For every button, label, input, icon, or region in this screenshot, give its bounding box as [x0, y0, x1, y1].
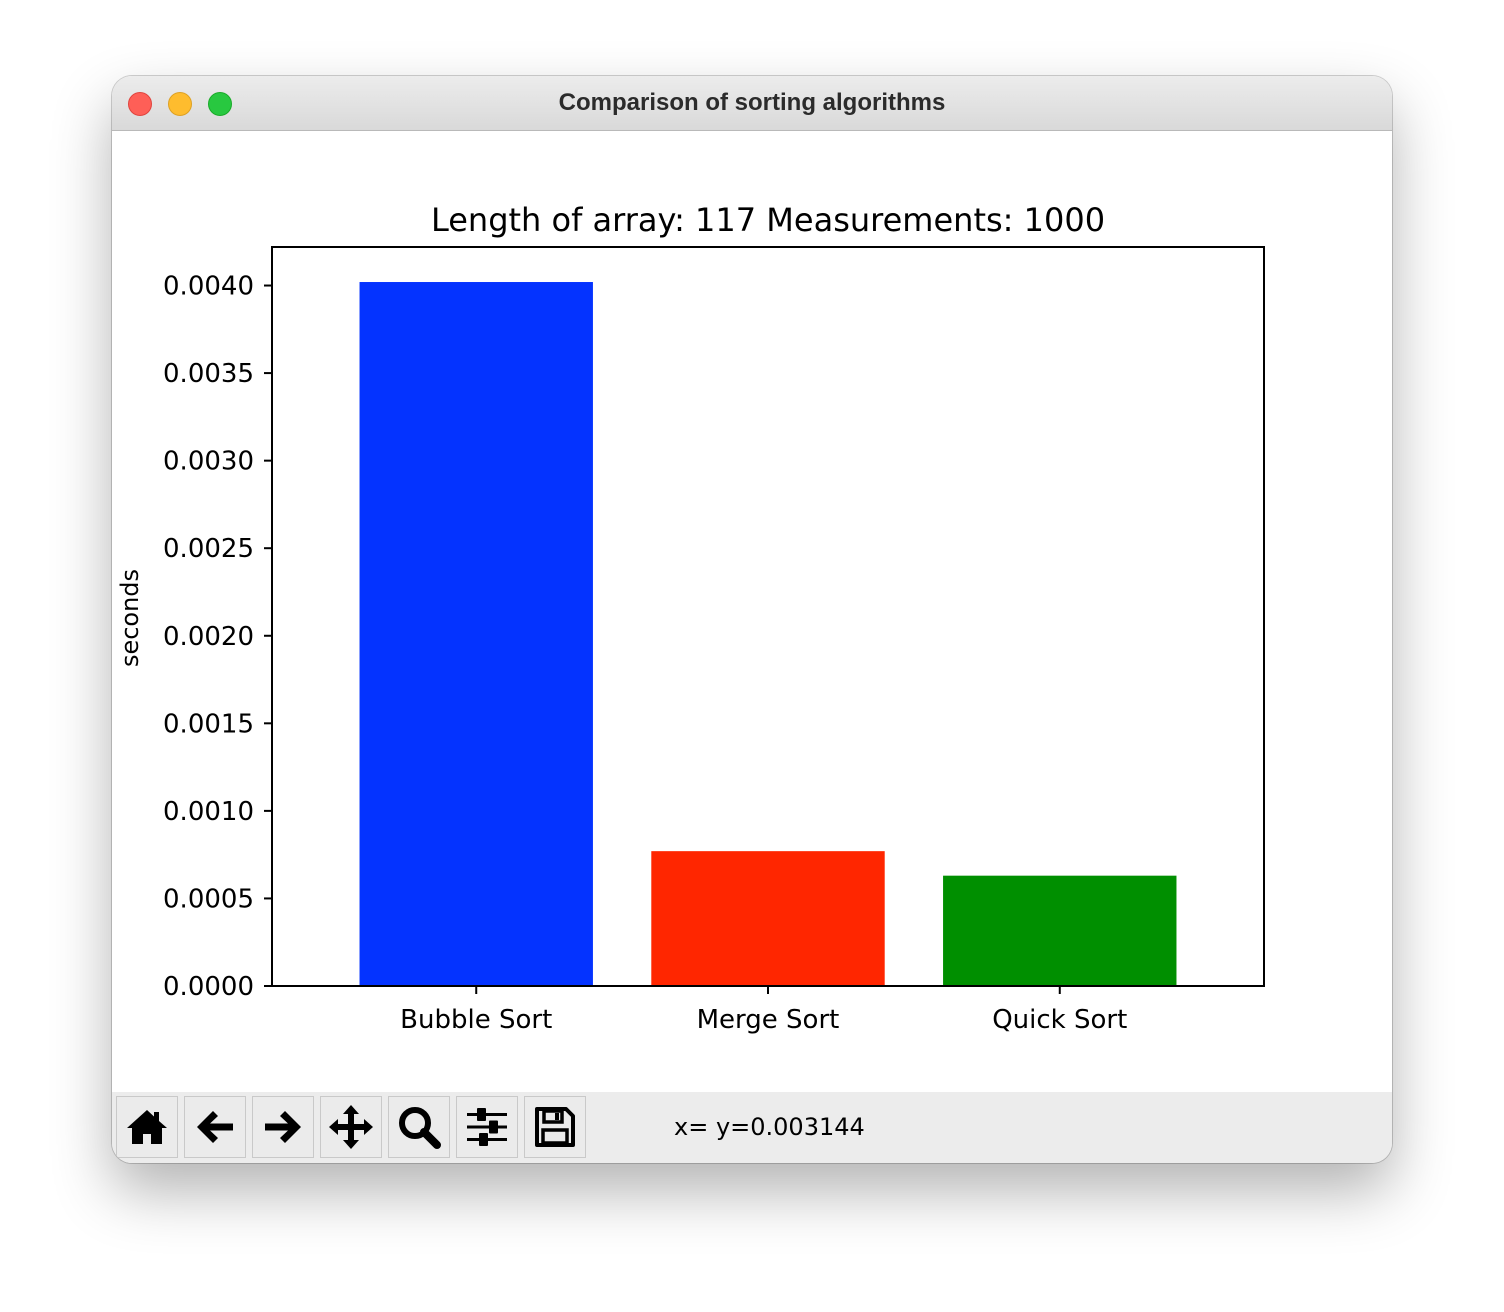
bars-group: [359, 282, 1177, 986]
navigation-toolbar: x= y=0.003144: [112, 1092, 1392, 1163]
y-tick-label: 0.0000: [163, 972, 254, 1002]
bar-bubble-sort: [359, 282, 593, 986]
window-title: Comparison of sorting algorithms: [558, 89, 946, 116]
y-tick-label: 0.0005: [163, 884, 254, 914]
cursor-coordinates: x= y=0.003144: [674, 1113, 865, 1141]
x-tick-label: Bubble Sort: [400, 1005, 552, 1035]
move-icon: [329, 1105, 373, 1149]
y-tick-label: 0.0035: [163, 359, 254, 389]
pan-button[interactable]: [320, 1096, 382, 1158]
save-button[interactable]: [524, 1096, 586, 1158]
maximize-window-button[interactable]: [208, 92, 232, 116]
plot-area-frame: [271, 246, 1265, 987]
zoom-button[interactable]: [388, 1096, 450, 1158]
arrow-right-icon: [265, 1111, 301, 1143]
arrow-left-icon: [197, 1111, 233, 1143]
y-axis-label: seconds: [116, 569, 144, 667]
bar-chart: Length of array: 117 Measurements: 1000 …: [116, 201, 1265, 1035]
y-tick-label: 0.0010: [163, 797, 254, 827]
x-axis: Bubble Sort Merge Sort Quick Sort: [400, 986, 1127, 1035]
sliders-icon: [467, 1108, 507, 1146]
title-bar: Comparison of sorting algorithms: [112, 76, 1392, 131]
bar-quick-sort: [943, 875, 1177, 986]
figure-canvas[interactable]: Length of array: 117 Measurements: 1000 …: [112, 131, 1392, 1092]
x-tick-label: Merge Sort: [697, 1005, 840, 1035]
bar-merge-sort: [651, 851, 885, 986]
back-button[interactable]: [184, 1096, 246, 1158]
y-tick-label: 0.0040: [163, 272, 254, 302]
x-tick-label: Quick Sort: [992, 1005, 1127, 1035]
app-window: Comparison of sorting algorithms Length …: [112, 76, 1392, 1163]
forward-button[interactable]: [252, 1096, 314, 1158]
close-window-button[interactable]: [128, 92, 152, 116]
home-button[interactable]: [116, 1096, 178, 1158]
y-tick-label: 0.0020: [163, 622, 254, 652]
y-tick-label: 0.0025: [163, 534, 254, 564]
configure-subplots-button[interactable]: [456, 1096, 518, 1158]
y-axis: 0.0000 0.0005 0.0010 0.0015 0.0020 0.0025 0.00…: [163, 272, 272, 1002]
magnifier-icon: [399, 1107, 441, 1149]
y-tick-label: 0.0030: [163, 447, 254, 477]
home-icon: [127, 1110, 167, 1144]
y-tick-label: 0.0015: [163, 709, 254, 739]
chart-title: Length of array: 117 Measurements: 1000: [431, 201, 1105, 239]
floppy-disk-icon: [535, 1107, 575, 1147]
minimize-window-button[interactable]: [168, 92, 192, 116]
